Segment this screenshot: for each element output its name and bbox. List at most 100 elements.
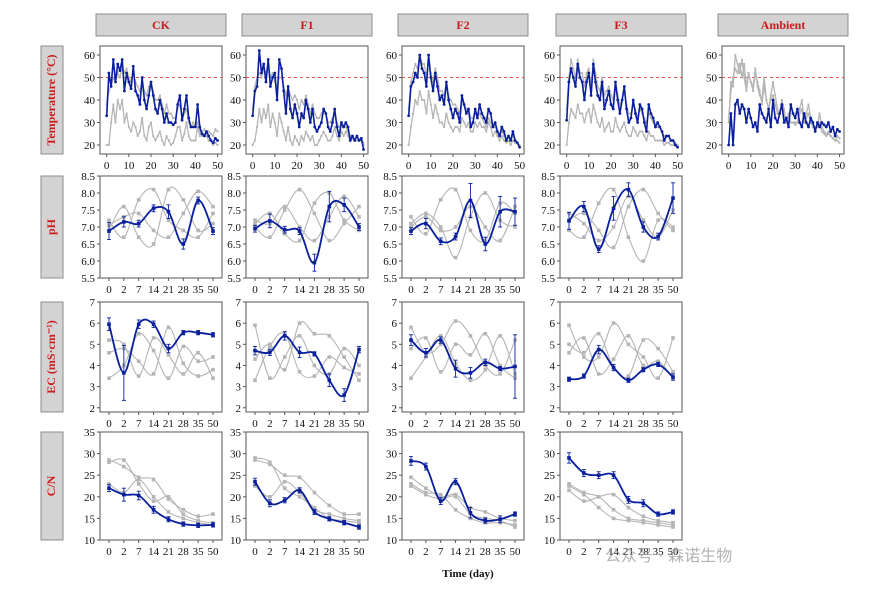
data-point bbox=[760, 112, 764, 115]
data-point bbox=[253, 218, 257, 222]
data-point bbox=[820, 121, 824, 124]
y-tick-label: 60 bbox=[230, 50, 242, 62]
data-point bbox=[671, 336, 675, 340]
data-point bbox=[667, 141, 670, 144]
data-point bbox=[453, 319, 458, 323]
x-tick-label: 10 bbox=[269, 160, 281, 172]
data-point bbox=[438, 495, 443, 499]
data-point bbox=[268, 344, 272, 349]
y-tick-label: 40 bbox=[544, 95, 556, 107]
data-point bbox=[567, 80, 571, 84]
x-tick-label: 35 bbox=[495, 546, 507, 558]
x-tick-label: 28 bbox=[178, 546, 190, 558]
data-point bbox=[447, 121, 450, 124]
series-comparison bbox=[567, 321, 675, 380]
x-tick-label: 20 bbox=[448, 160, 460, 172]
series-comparison bbox=[107, 325, 215, 378]
data-point bbox=[357, 204, 361, 209]
data-point bbox=[166, 495, 171, 499]
data-point bbox=[105, 114, 109, 118]
panel-temperature-f3: 20 30 40 50 60 0 10 20 30 40 50 bbox=[544, 45, 684, 172]
data-point bbox=[136, 134, 139, 138]
data-point bbox=[194, 139, 197, 142]
data-point bbox=[824, 125, 828, 129]
data-point bbox=[304, 94, 307, 97]
data-point bbox=[351, 134, 354, 138]
y-tick-label: 60 bbox=[544, 50, 556, 62]
data-point bbox=[158, 98, 162, 102]
y-tick-label: 35 bbox=[84, 427, 96, 439]
y-tick-label: 6.5 bbox=[227, 239, 241, 251]
data-point bbox=[196, 330, 200, 335]
data-point bbox=[734, 67, 737, 70]
data-point bbox=[567, 488, 571, 493]
y-tick-label: 8.5 bbox=[81, 171, 95, 183]
data-point bbox=[451, 103, 455, 106]
x-tick-label: 7 bbox=[596, 284, 602, 296]
x-tick-label: 20 bbox=[292, 160, 304, 172]
y-tick-label: 10 bbox=[386, 535, 398, 547]
y-tick-label: 10 bbox=[230, 535, 242, 547]
data-point bbox=[740, 58, 744, 61]
data-point bbox=[211, 332, 215, 337]
data-point bbox=[357, 525, 361, 529]
data-point bbox=[468, 334, 473, 338]
x-tick-label: 35 bbox=[339, 546, 351, 558]
x-tick-label: 7 bbox=[282, 546, 288, 558]
data-point bbox=[456, 125, 459, 129]
data-point bbox=[632, 125, 635, 129]
data-point bbox=[660, 130, 664, 133]
data-point bbox=[253, 89, 257, 93]
data-point bbox=[629, 134, 633, 138]
data-point bbox=[182, 107, 186, 111]
data-point bbox=[634, 112, 637, 115]
data-point bbox=[438, 121, 441, 124]
data-point bbox=[277, 58, 281, 61]
data-point bbox=[451, 116, 455, 120]
x-tick-label: 50 bbox=[354, 284, 366, 296]
data-point bbox=[596, 85, 599, 88]
data-point bbox=[626, 516, 631, 521]
data-point bbox=[453, 479, 458, 484]
data-point bbox=[669, 139, 673, 142]
data-point bbox=[178, 125, 181, 129]
data-point bbox=[181, 522, 186, 526]
y-tick-label: 60 bbox=[706, 50, 718, 62]
column-header-f3: F3 bbox=[555, 13, 687, 37]
x-tick-label: 50 bbox=[358, 160, 370, 172]
data-point bbox=[587, 67, 590, 70]
data-point bbox=[114, 121, 117, 124]
data-point bbox=[462, 103, 466, 106]
data-point bbox=[651, 116, 655, 120]
x-tick-label: 2 bbox=[581, 418, 587, 430]
x-tick-label: 0 bbox=[250, 160, 256, 172]
data-point bbox=[774, 94, 777, 97]
data-point bbox=[339, 121, 343, 124]
data-point bbox=[152, 134, 155, 138]
data-point bbox=[181, 330, 186, 335]
data-point bbox=[116, 98, 119, 102]
data-point bbox=[440, 89, 444, 93]
data-point bbox=[656, 234, 660, 239]
data-point bbox=[483, 191, 488, 195]
data-point bbox=[312, 510, 317, 514]
data-point bbox=[736, 98, 739, 102]
x-tick-label: 50 bbox=[354, 546, 366, 558]
x-tick-label: 10 bbox=[745, 160, 757, 172]
x-axis-label: Time (day) bbox=[442, 568, 494, 580]
data-point bbox=[357, 518, 361, 523]
data-point bbox=[602, 107, 606, 111]
data-point bbox=[440, 121, 444, 124]
data-point bbox=[286, 85, 290, 88]
y-tick-label: 5 bbox=[550, 339, 556, 351]
data-point bbox=[834, 139, 837, 142]
x-tick-label: 7 bbox=[596, 546, 602, 558]
data-point bbox=[518, 145, 521, 149]
data-point bbox=[627, 121, 631, 124]
data-point bbox=[467, 107, 470, 111]
data-point bbox=[507, 139, 510, 142]
data-point bbox=[302, 116, 306, 120]
data-point bbox=[355, 134, 359, 138]
data-point bbox=[260, 121, 263, 124]
